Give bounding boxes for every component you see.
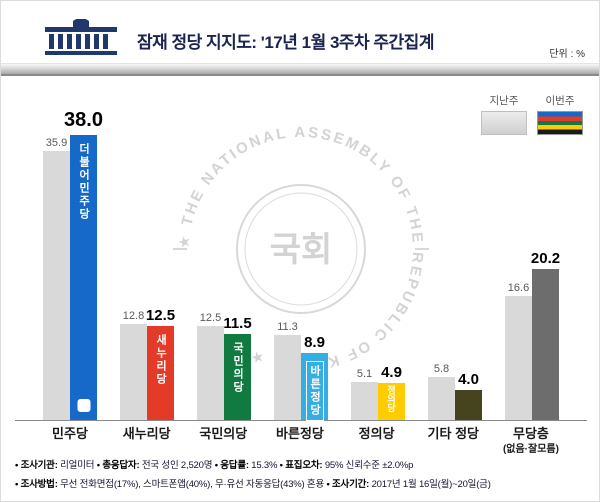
- legend-item-this-week: 이번주: [537, 93, 583, 135]
- national-assembly-logo-icon: [45, 19, 117, 55]
- party-name-vertical-label: 국민의당: [231, 341, 244, 394]
- footnote-label: • 조사기관:: [15, 460, 58, 471]
- last-week-value: 5.8: [433, 362, 450, 375]
- bar-group-4: 5.1 4.9 정의당: [351, 364, 405, 420]
- category-label-5: 기타 정당: [427, 426, 479, 441]
- this-week-value: 11.5: [223, 314, 252, 332]
- footnote-label: • 조사기간:: [326, 479, 370, 491]
- category-label-6: 무당층 (없음·잘모름): [502, 426, 559, 455]
- last-week-value: 35.9: [45, 136, 68, 149]
- footnotes: • 조사기관: 리얼미터 • 총응답자: 전국 성인 2,520명 • 응답률:…: [15, 458, 593, 496]
- watermark-center-text: 국회: [270, 231, 333, 269]
- category-label-1: 새누리당: [122, 426, 171, 441]
- footnote-text: 15.3%: [248, 460, 280, 471]
- last-week-bar: 11.3: [274, 321, 301, 420]
- legend-swatch-last-week: [481, 111, 527, 135]
- last-week-bar: 5.1: [351, 368, 378, 420]
- this-week-bar: 8.9 바른정당: [301, 334, 328, 422]
- this-week-bar: 20.2: [531, 250, 560, 420]
- last-week-bar: 12.8: [120, 310, 147, 420]
- footnote-label: • 표집오차:: [279, 460, 323, 471]
- bar-group-2: 12.5 11.5 국민의당: [197, 312, 252, 420]
- bar-group-5: 5.8 4.0: [428, 363, 482, 420]
- last-week-value: 16.6: [507, 281, 530, 294]
- legend-label-this-week: 이번주: [545, 95, 575, 107]
- party-name-vertical-label: 새누리당: [154, 334, 167, 387]
- last-week-value: 5.1: [356, 367, 373, 380]
- last-week-value: 11.3: [277, 321, 298, 334]
- bar-group-3: 11.3 8.9 바른정당: [274, 321, 328, 422]
- footnote-label: • 조사방법:: [15, 479, 58, 491]
- category-label-3: 바른정당: [276, 426, 324, 441]
- footnote-label: • 응답률:: [214, 460, 249, 471]
- category-label-2: 국민의당: [199, 426, 248, 441]
- this-week-bar: 11.5 국민의당: [223, 315, 252, 420]
- legend-item-last-week: 지난주: [481, 93, 527, 135]
- footnote-text: 95% 신뢰수준 ±2.0%p: [322, 460, 414, 471]
- divider-bar: [1, 63, 599, 76]
- party-name-vertical-label: 더불어민주당: [77, 143, 90, 221]
- party-name-vertical-label: 바른정당: [305, 361, 324, 422]
- last-week-value: 12.8: [122, 310, 145, 322]
- party-logo-mark: [77, 399, 90, 412]
- last-week-bar: 35.9: [43, 137, 70, 420]
- category-axis: 민주당 새누리당 국민의당 바른정당 정의당 기타 정당 무당층 (없음·잘모름): [15, 426, 587, 456]
- footnote-line-1: • 조사기관: 리얼미터 • 총응답자: 전국 성인 2,520명 • 응답률:…: [15, 458, 593, 473]
- chart-legend: 지난주 이번주: [481, 93, 583, 135]
- bar-groups: 35.9 38.0 더불어민주당 12.8 12.5 새누리당 12.5 11.5 국민의당 11…: [15, 91, 587, 422]
- page-title: 잠재 정당 지지도: '17년 1월 3주차 주간집계: [137, 33, 434, 52]
- this-week-value: 20.2: [530, 249, 561, 267]
- last-week-bar: 5.8: [428, 363, 455, 420]
- bar-group-6: 16.6 20.2: [505, 250, 560, 420]
- footnote-text: 리얼미터: [57, 460, 97, 471]
- this-week-bar: 4.0: [455, 371, 482, 420]
- category-label-4: 정의당: [358, 426, 395, 441]
- last-week-bar: 12.5: [197, 312, 224, 420]
- this-week-value: 4.9: [381, 364, 402, 382]
- footnote-text: 전국 성인 2,520명: [139, 460, 215, 471]
- this-week-value: 12.5: [145, 307, 176, 325]
- last-week-bar: 16.6: [505, 282, 532, 420]
- this-week-bar: 12.5 새누리당: [146, 307, 175, 420]
- footnote-text: 무선 전화면접(17%), 스마트폰앱(40%), 무·유선 자동응답(43%)…: [57, 479, 327, 491]
- bar-group-1: 12.8 12.5 새누리당: [120, 307, 175, 420]
- category-note: (없음·잘모름): [502, 443, 559, 455]
- this-week-bar: 4.9 정의당: [378, 364, 405, 420]
- footnote-text: 2017년 1월 16일(월)~20일(금): [369, 479, 491, 491]
- category-label-0: 민주당: [52, 426, 88, 441]
- this-week-value: 8.9: [304, 334, 325, 352]
- this-week-value: 38.0: [64, 109, 103, 131]
- footnote-line-2: • 조사방법: 무선 전화면접(17%), 스마트폰앱(40%), 무·유선 자…: [15, 477, 593, 492]
- this-week-bar: 38.0 더불어민주당: [64, 109, 103, 420]
- footnote-label: • 총응답자:: [96, 460, 140, 471]
- bar-chart-plot: 35.9 38.0 더불어민주당 12.8 12.5 새누리당 12.5 11.5 국민의당 11…: [15, 91, 587, 422]
- unit-label: 단위 : %: [549, 49, 585, 60]
- this-week-value: 4.0: [458, 371, 479, 388]
- party-name-vertical-label: 정의당: [386, 385, 396, 413]
- legend-swatch-this-week: [537, 111, 583, 135]
- last-week-value: 12.5: [199, 312, 222, 325]
- legend-label-last-week: 지난주: [489, 95, 519, 107]
- bar-group-0: 35.9 38.0 더불어민주당: [43, 109, 103, 420]
